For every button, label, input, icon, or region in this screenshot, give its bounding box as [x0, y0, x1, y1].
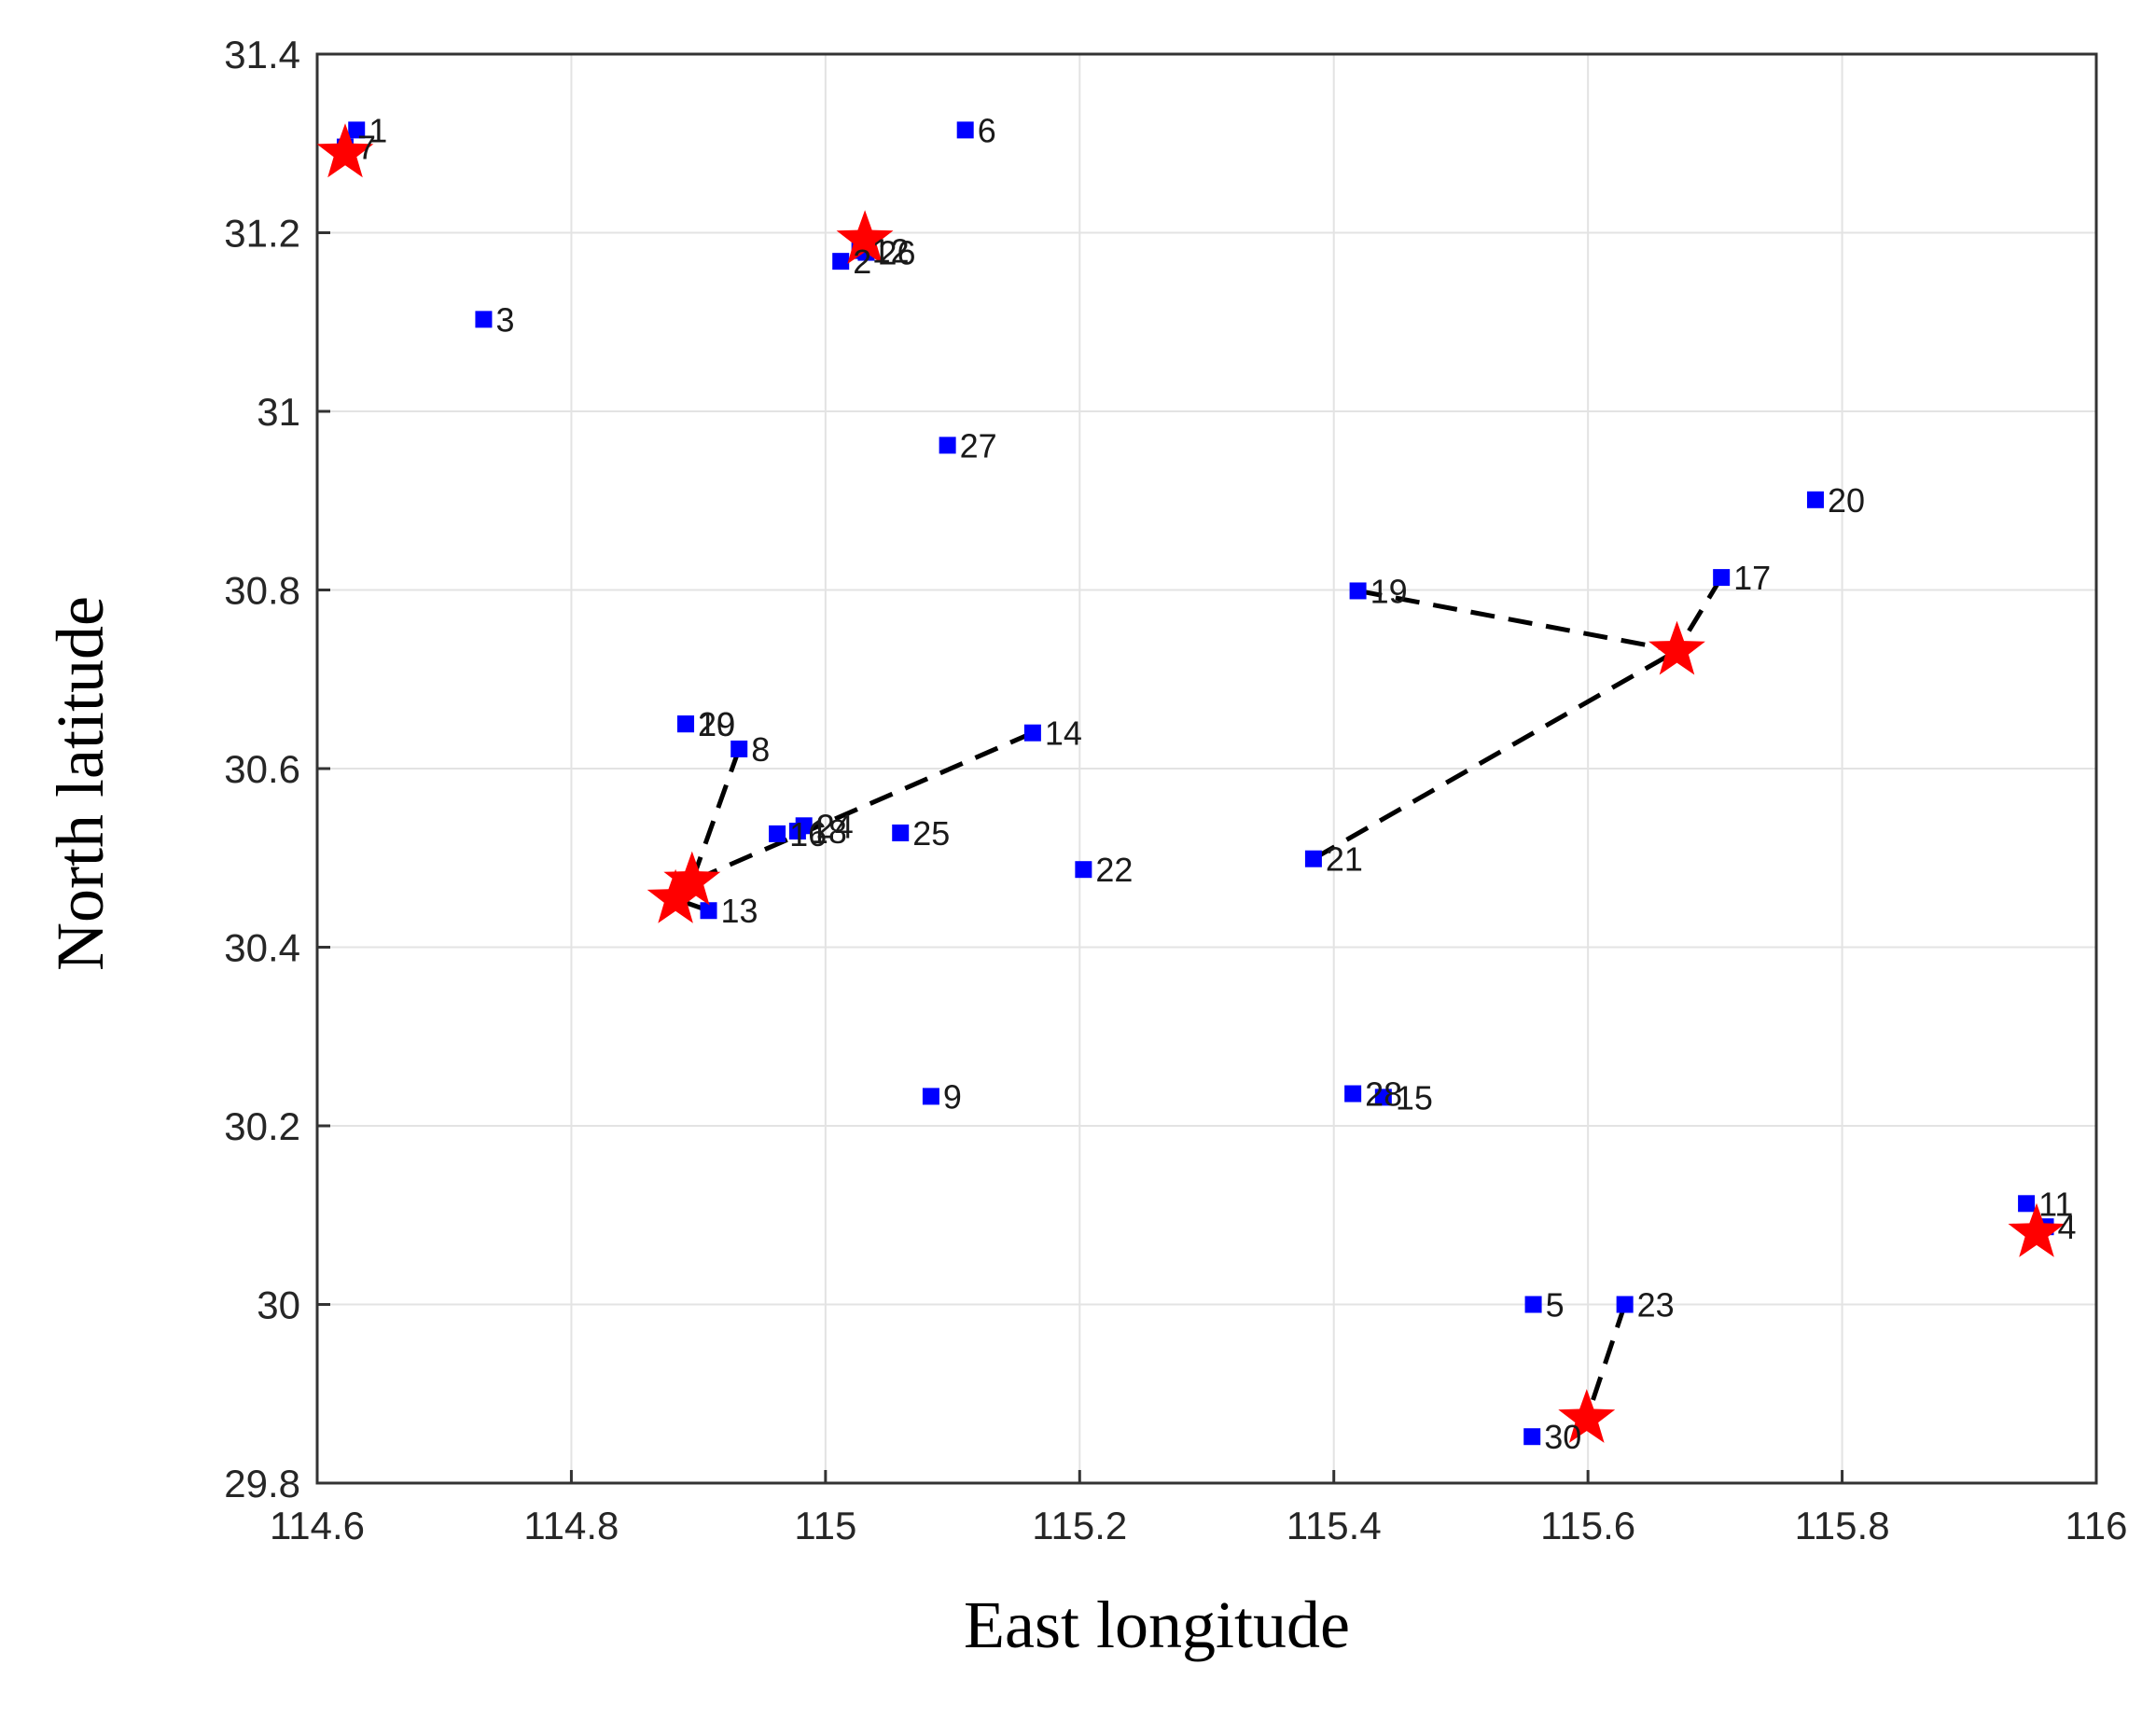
point-marker [892, 824, 910, 841]
x-tick-label: 115.2 [1032, 1504, 1127, 1547]
point-marker [1713, 569, 1731, 587]
point-label: 10 [698, 705, 735, 743]
point-marker [1023, 724, 1041, 742]
y-tick-label: 29.8 [224, 1462, 300, 1505]
point-label: 11 [2038, 1185, 2073, 1223]
point-marker [1075, 861, 1092, 879]
point-marker [939, 437, 956, 454]
point-marker [348, 121, 366, 139]
point-label: 12 [872, 232, 910, 270]
point-marker [1374, 1089, 1392, 1106]
point-label: 24 [816, 807, 854, 845]
x-axis-title: East longitude [964, 1588, 1350, 1662]
point-marker [1349, 582, 1367, 600]
point-label: 16 [789, 815, 827, 853]
y-tick-label: 31.2 [224, 212, 300, 256]
y-tick-label: 30 [257, 1283, 300, 1327]
point-label: 9 [943, 1077, 962, 1116]
point-label: 20 [1828, 481, 1865, 520]
x-tick-label: 116 [2066, 1504, 2128, 1547]
y-tick-label: 30.2 [224, 1104, 300, 1148]
point-label: 18 [810, 812, 847, 851]
connection-line [1584, 1303, 1628, 1420]
x-tick-label: 115.4 [1287, 1504, 1382, 1547]
x-tick-label: 114.8 [523, 1504, 619, 1547]
point-marker [832, 253, 850, 270]
point-label: 17 [1733, 559, 1771, 597]
center-star-marker [1558, 1389, 1616, 1443]
point-marker [730, 740, 748, 757]
point-label: 19 [1370, 572, 1408, 610]
point-label: 13 [721, 892, 758, 930]
y-tick-label: 30.8 [224, 569, 300, 613]
point-label: 8 [751, 730, 770, 769]
center-star-marker [316, 123, 374, 178]
center-stars [316, 123, 2066, 1443]
x-tick-label: 115 [794, 1504, 856, 1547]
point-marker [1616, 1296, 1634, 1313]
point-label: 22 [1095, 851, 1133, 889]
y-tick-label: 30.4 [224, 926, 300, 970]
connection-line [689, 748, 742, 882]
point-marker [1523, 1428, 1541, 1446]
point-label: 21 [1326, 840, 1363, 879]
point-marker [2018, 1195, 2036, 1213]
point-label: 23 [1637, 1286, 1675, 1325]
point-label: 15 [1396, 1078, 1433, 1117]
point-marker [700, 902, 717, 920]
connection-line [690, 730, 1034, 883]
point-label: 30 [1544, 1418, 1581, 1456]
point-label: 6 [978, 111, 996, 149]
point-label: 29 [698, 705, 735, 743]
y-tick-label: 31 [257, 390, 300, 434]
point-label: 5 [1546, 1286, 1565, 1325]
connection-line [1312, 648, 1678, 861]
point-marker [475, 311, 493, 328]
point-label: 14 [1045, 714, 1082, 753]
center-star-marker [647, 868, 704, 923]
point-label: 27 [960, 426, 997, 465]
point-marker [1806, 491, 1824, 508]
data-points [336, 121, 2054, 1446]
point-marker [922, 1088, 939, 1105]
point-marker [1344, 1085, 1362, 1103]
grid-lines [316, 53, 2097, 1484]
center-star-marker [663, 851, 721, 906]
connection-lines [675, 576, 1724, 1420]
point-marker [769, 825, 786, 842]
point-label: 7 [357, 129, 376, 167]
x-tick-label: 115.6 [1540, 1504, 1635, 1547]
tick-labels: 114.6 114.8 115 115.2 115.4 115.6 115.8 11629.8… [224, 33, 2127, 1547]
center-star-marker [836, 210, 894, 264]
point-label: 2 [853, 243, 871, 281]
y-tick-label: 31.4 [224, 33, 300, 76]
connection-line [1675, 576, 1724, 652]
y-tick-label: 30.6 [224, 747, 300, 791]
point-marker [956, 121, 974, 139]
connection-line [1357, 589, 1677, 654]
point-label: 3 [495, 300, 514, 339]
point-label: 25 [912, 814, 950, 853]
point-marker [1524, 1296, 1542, 1313]
center-star-marker [1648, 620, 1705, 675]
point-marker [1304, 850, 1322, 867]
y-axis-title: North latitude [43, 596, 118, 971]
x-tick-label: 114.6 [270, 1504, 365, 1547]
point-label: 4 [2058, 1208, 2077, 1246]
center-star-marker [2008, 1202, 2066, 1257]
point-label: 1 [369, 111, 387, 149]
point-label: 28 [1365, 1075, 1402, 1114]
x-tick-label: 115.8 [1795, 1504, 1890, 1547]
point-marker [677, 715, 695, 733]
point-label: 26 [878, 234, 915, 272]
point-marker [795, 817, 813, 835]
